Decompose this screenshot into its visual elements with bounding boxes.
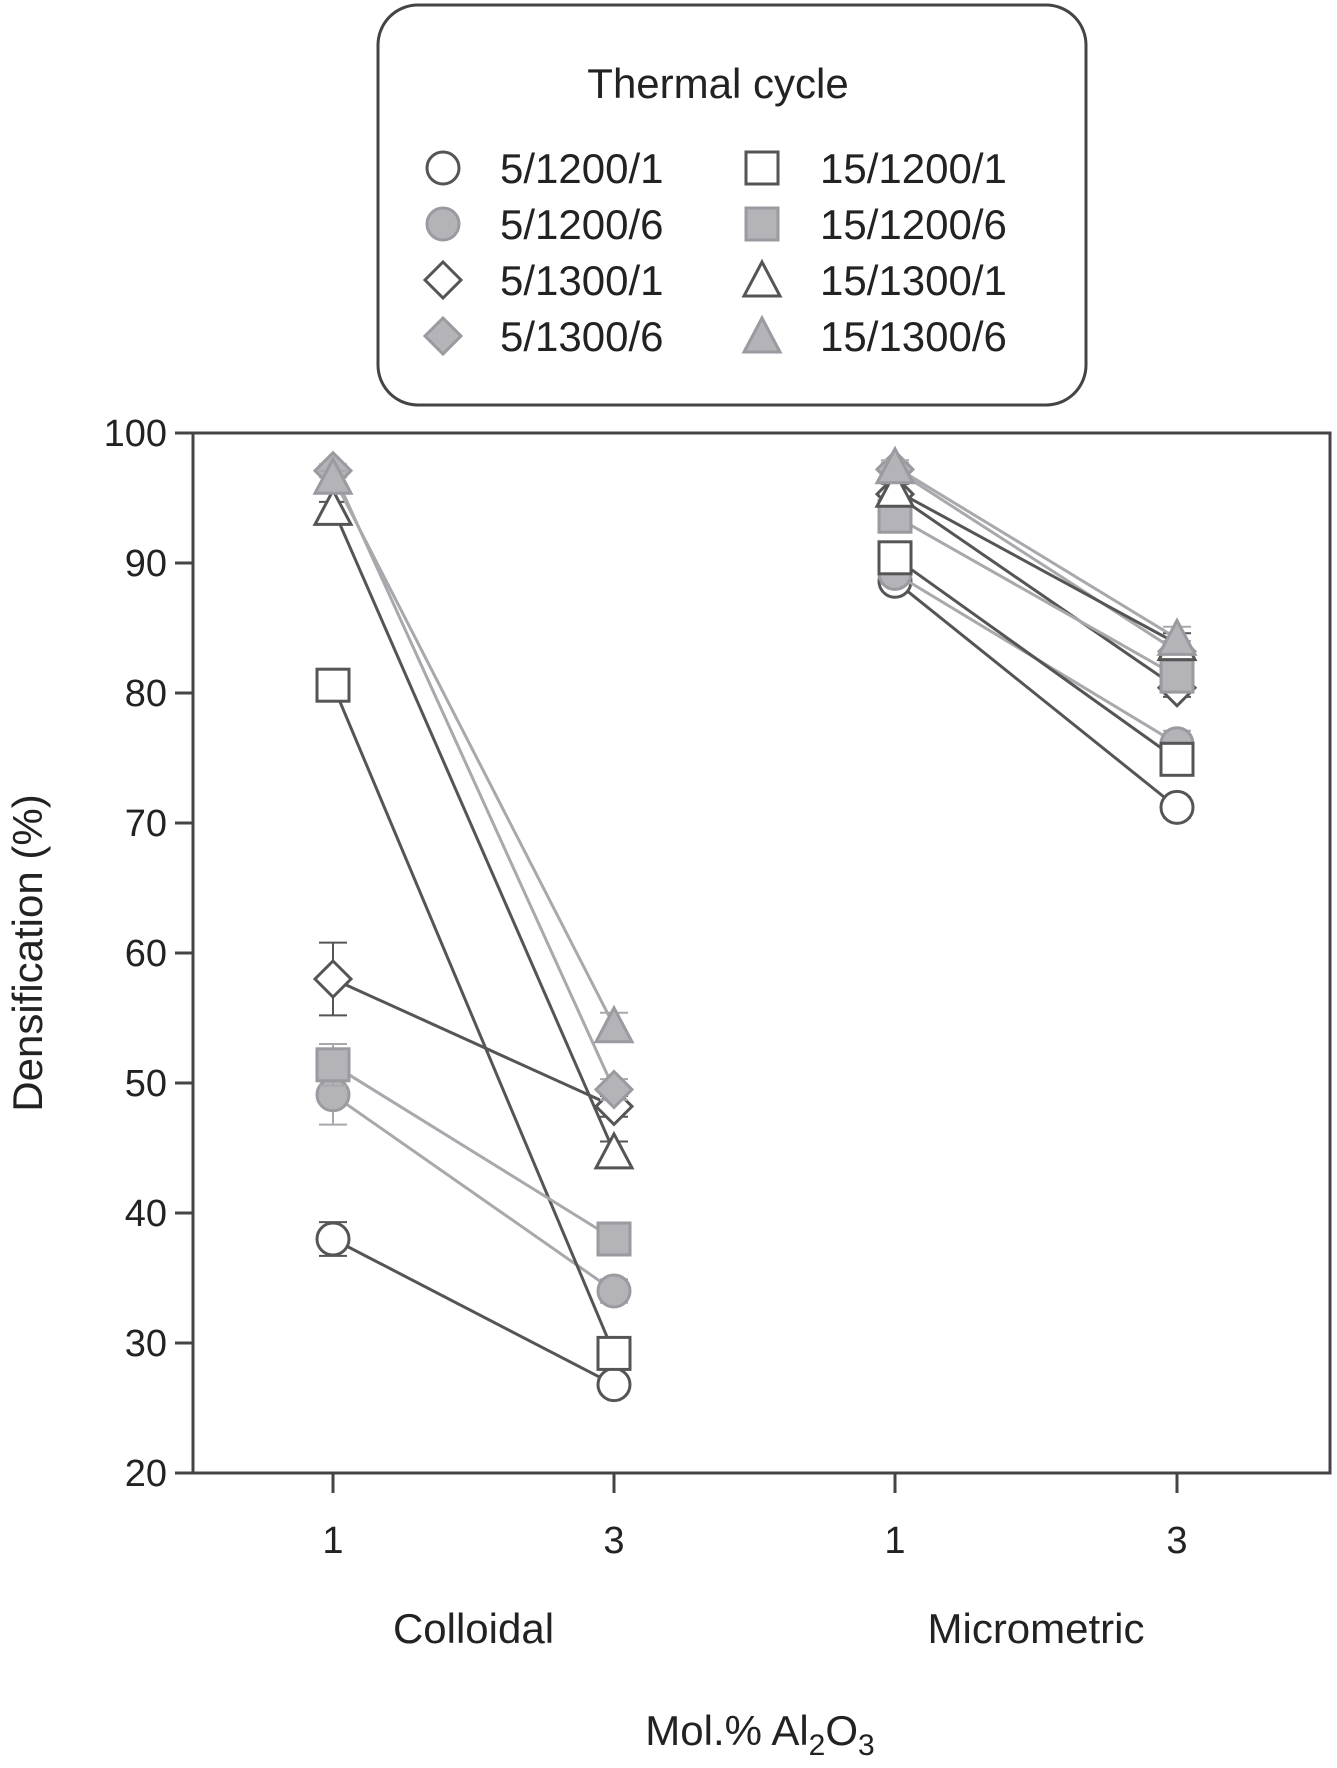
legend-title: Thermal cycle (587, 60, 848, 107)
y-tick-label: 60 (125, 933, 167, 975)
data-point-diamond (593, 1069, 635, 1110)
plot-frame (191, 431, 1332, 1475)
series-15-1300-1 (312, 468, 1198, 1170)
legend-box (376, 3, 1088, 407)
data-point-circle (315, 1221, 351, 1257)
legend-items: 5/1200/1 5/1200/6 5/1300/1 5/1300/6 15/1200/… (422, 145, 1007, 360)
legend-label: 5/1200/1 (500, 145, 664, 192)
series-5-1300-1 (312, 473, 1198, 1127)
y-axis: 20 30 40 50 60 70 80 90 100 (104, 413, 193, 1495)
y-tick-label: 20 (125, 1453, 167, 1495)
series-5-1200-1 (315, 563, 1195, 1403)
data-point-triangle (874, 468, 916, 508)
series-15-1300-6 (312, 445, 1198, 1044)
series-line (332, 1063, 615, 1241)
legend-marker-square (744, 150, 780, 186)
series-line (331, 507, 616, 1153)
data-point-circle (596, 1367, 632, 1403)
x-group-label: Micrometric (928, 1605, 1145, 1652)
data-point-triangle (1156, 617, 1198, 656)
series-line (894, 468, 1178, 653)
series-15-1200-1 (315, 540, 1195, 1371)
x-axis-title-subscript: 2 (809, 1729, 826, 1762)
y-tick-label: 40 (125, 1193, 167, 1235)
x-axis-title: Mol.% Al2O3 (645, 1707, 874, 1762)
legend-label: 5/1200/6 (500, 201, 664, 248)
legend-label: 15/1200/1 (820, 145, 1007, 192)
series-5-1300-6 (312, 449, 1198, 1110)
series-line (332, 977, 615, 1108)
x-tick-label: 3 (603, 1520, 624, 1562)
series-line (894, 580, 1178, 809)
data-point-square (1159, 658, 1195, 694)
y-axis-title: Densification (%) (4, 794, 51, 1111)
y-tick-label: 100 (104, 413, 167, 455)
series-line (331, 684, 616, 1354)
x-axis: 1 3 Colloidal 1 3 Micrometric (322, 1473, 1188, 1652)
series-line (894, 488, 1178, 645)
data-point-triangle (312, 487, 354, 526)
data-point-triangle (312, 455, 354, 495)
data-point-circle (1159, 789, 1195, 825)
series-line (894, 556, 1178, 761)
series-line (332, 1237, 615, 1386)
series-line (332, 1093, 615, 1293)
legend-marker-square (744, 206, 780, 242)
series-line (894, 514, 1178, 678)
y-tick-label: 30 (125, 1323, 167, 1365)
data-point-triangle (874, 445, 916, 485)
series-layer (312, 445, 1198, 1403)
legend-label: 15/1300/6 (820, 313, 1007, 360)
x-axis-title-subscript: 3 (858, 1729, 875, 1762)
data-point-circle (596, 1273, 632, 1309)
y-tick-label: 70 (125, 803, 167, 845)
series-5-1200-6 (315, 555, 1195, 1309)
data-point-square (877, 540, 913, 576)
y-tick-label: 90 (125, 543, 167, 585)
data-point-square (596, 1335, 632, 1371)
x-tick-label: 3 (1166, 1520, 1187, 1562)
x-tick-label: 1 (322, 1520, 343, 1562)
data-point-square (315, 1047, 351, 1083)
legend-label: 5/1300/6 (500, 313, 664, 360)
x-group-label: Colloidal (393, 1605, 554, 1652)
legend-marker-triangle (741, 258, 783, 298)
legend-label: 5/1300/1 (500, 257, 664, 304)
data-point-square (315, 667, 351, 703)
y-tick-label: 80 (125, 673, 167, 715)
legend-marker-diamond (422, 259, 464, 301)
series-line (331, 470, 616, 1091)
series-15-1200-6 (315, 498, 1195, 1257)
x-tick-label: 1 (884, 1520, 905, 1562)
legend-marker-triangle (741, 314, 783, 354)
legend-label: 15/1300/1 (820, 257, 1007, 304)
y-tick-label: 50 (125, 1063, 167, 1105)
legend-marker-circle (425, 150, 461, 186)
legend-marker-circle (425, 206, 461, 242)
data-point-triangle (593, 1130, 635, 1170)
data-point-square (1159, 741, 1195, 777)
x-axis-title-part: O (825, 1707, 858, 1754)
series-line (331, 476, 616, 1027)
series-line (894, 492, 1178, 690)
legend-marker-diamond (422, 315, 464, 357)
data-point-triangle (593, 1004, 635, 1044)
data-point-square (596, 1221, 632, 1257)
data-point-diamond (312, 958, 354, 1000)
legend-label: 15/1200/6 (820, 201, 1007, 248)
x-axis-title-part: Mol.% Al (645, 1707, 808, 1754)
series-line (894, 465, 1178, 640)
